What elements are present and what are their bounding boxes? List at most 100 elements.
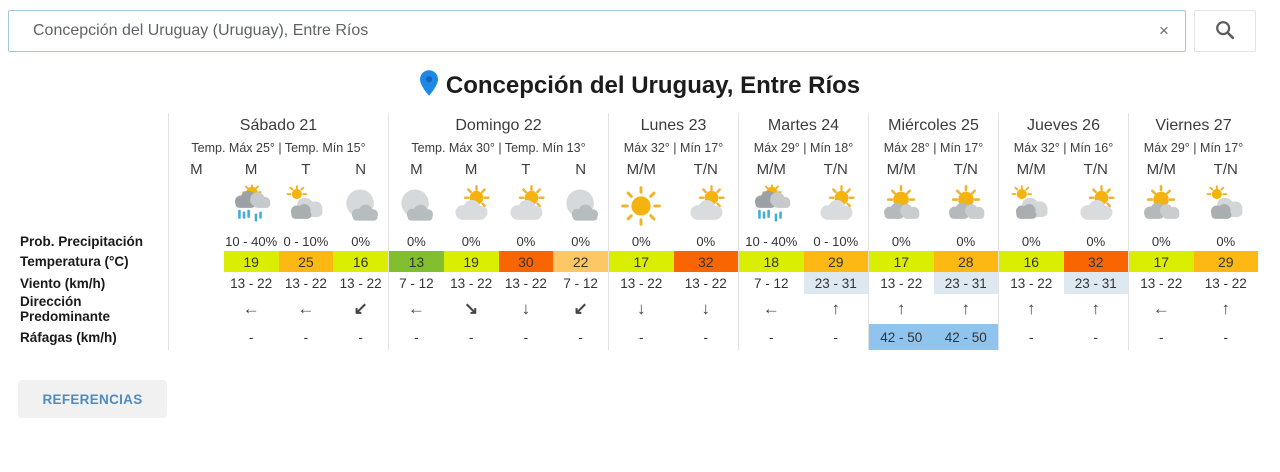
gusts-value: 42 - 50 bbox=[933, 324, 998, 350]
wind-value: 23 - 31 bbox=[803, 272, 868, 294]
day-max-min: Máx 28° | Mín 17° bbox=[883, 141, 984, 155]
search-bar: × bbox=[0, 0, 1280, 52]
slot-letter: T/N bbox=[823, 160, 848, 178]
temperature-row: 19 25 16 bbox=[169, 251, 388, 272]
weather-icons-row bbox=[609, 181, 738, 231]
mostly-cloudy-sun-icon bbox=[279, 181, 334, 231]
gusts-value: - bbox=[1093, 329, 1099, 345]
slot-letter: M bbox=[190, 160, 203, 178]
gusts-row: -- bbox=[1129, 324, 1258, 350]
search-button[interactable] bbox=[1194, 10, 1256, 52]
temperature-row: 13 19 30 22 bbox=[389, 251, 608, 272]
temp-value: 29 bbox=[1193, 251, 1258, 272]
wind-row: 13 - 22 13 - 22 bbox=[1129, 272, 1258, 294]
sun-cloud-icon bbox=[444, 181, 499, 231]
gusts-row: -- bbox=[609, 324, 738, 350]
temp-value: 18 bbox=[739, 251, 804, 272]
temp-value: 17 bbox=[609, 251, 674, 272]
precip-value: 0% bbox=[406, 233, 426, 249]
wind-value: 7 - 12 bbox=[399, 275, 434, 291]
wind-row: 7 - 12 23 - 31 bbox=[739, 272, 868, 294]
day-name: Lunes 23 bbox=[640, 117, 707, 134]
row-label: Ráfagas (km/h) bbox=[20, 329, 117, 345]
search-input[interactable] bbox=[8, 10, 1186, 52]
wind-direction-row: ← ↑ bbox=[739, 294, 868, 324]
temperature-row: 17 32 bbox=[609, 251, 738, 272]
temp-value bbox=[169, 251, 224, 272]
gusts-value: - bbox=[703, 329, 709, 345]
weather-icons-row bbox=[999, 181, 1128, 231]
location-header: Concepción del Uruguay, Entre Ríos bbox=[0, 70, 1280, 101]
slot-letters-row: M/M T/N bbox=[739, 157, 868, 181]
location-pin-icon bbox=[419, 70, 438, 101]
slot-letter: M/M bbox=[886, 160, 916, 178]
slot-letter: M/M bbox=[1016, 160, 1046, 178]
wind-direction-arrow-icon: ↑ bbox=[897, 299, 906, 318]
gusts-row: -- bbox=[739, 324, 868, 350]
gusts-row: --- bbox=[169, 324, 388, 350]
precip-value: 0% bbox=[631, 233, 651, 249]
day-name: Viernes 27 bbox=[1155, 117, 1232, 134]
wind-row: 13 - 22 13 - 22 13 - 22 bbox=[169, 272, 388, 294]
wind-direction-row: ← ↑ bbox=[1129, 294, 1258, 324]
gusts-value: - bbox=[523, 329, 529, 345]
gusts-value: - bbox=[769, 329, 774, 345]
cloud-moon-icon bbox=[333, 181, 388, 231]
precip-value: 0% bbox=[516, 233, 536, 249]
wind-value: 13 - 22 bbox=[1140, 275, 1183, 291]
wind-direction-arrow-icon: ← bbox=[242, 299, 260, 318]
precip-value: 0% bbox=[696, 233, 716, 249]
weather-icons-row bbox=[739, 181, 868, 231]
cloud-moon-icon bbox=[553, 181, 608, 231]
sun-clouds-icon bbox=[1129, 181, 1194, 231]
wind-direction-row: ← ← ↙ bbox=[169, 294, 388, 324]
slot-letters-row: M/M T/N bbox=[869, 157, 998, 181]
gusts-value: 42 - 50 bbox=[869, 324, 934, 350]
day-column: Miércoles 25 Máx 28° | Mín 17° M/M T/N 0% 0%… bbox=[868, 113, 998, 350]
slot-letter: T/N bbox=[1083, 160, 1108, 178]
wind-value: 13 - 22 bbox=[1204, 275, 1247, 291]
temp-value: 30 bbox=[498, 251, 554, 272]
day-max-min: Temp. Máx 25° | Temp. Mín 15° bbox=[191, 141, 366, 155]
wind-direction-row: ↑ ↑ bbox=[869, 294, 998, 324]
slot-letter: T bbox=[521, 160, 531, 178]
day-column: Martes 24 Máx 29° | Mín 18° M/M T/N 10 - 40… bbox=[738, 113, 868, 350]
sun-clouds-icon bbox=[934, 181, 999, 231]
wind-value: 7 - 12 bbox=[753, 275, 789, 291]
precip-value: 0% bbox=[1216, 233, 1236, 249]
wind-direction-arrow-icon: ↓ bbox=[637, 299, 646, 318]
clear-icon[interactable]: × bbox=[1152, 10, 1176, 52]
gusts-value: - bbox=[578, 329, 583, 345]
empty-icon-cell bbox=[169, 181, 224, 231]
day-max-min: Máx 32° | Mín 17° bbox=[623, 141, 724, 155]
wind-direction-arrow-icon: ← bbox=[762, 299, 780, 318]
slot-letters-row: M/M T/N bbox=[1129, 157, 1258, 181]
slot-letter: M bbox=[410, 160, 423, 178]
wind-value: 13 - 22 bbox=[1010, 275, 1053, 291]
wind-value: 13 - 22 bbox=[450, 275, 493, 291]
precip-value: 0% bbox=[1021, 233, 1041, 249]
rain-sun-icon bbox=[739, 181, 804, 231]
slot-letter: N bbox=[355, 160, 367, 178]
precipitation-row: 0% 0% bbox=[869, 231, 998, 251]
day-max-min: Máx 32° | Mín 16° bbox=[1013, 141, 1114, 155]
wind-value: 13 - 22 bbox=[880, 275, 923, 291]
day-name: Domingo 22 bbox=[455, 117, 542, 134]
forecast-days: Sábado 21 Temp. Máx 25° | Temp. Mín 15° M M… bbox=[168, 113, 1258, 350]
sun-clouds-icon bbox=[869, 181, 934, 231]
references-button[interactable]: REFERENCIAS bbox=[18, 380, 167, 418]
wind-value: 13 - 22 bbox=[504, 275, 547, 291]
weather-icons-row bbox=[1129, 181, 1258, 231]
gusts-value: - bbox=[1029, 329, 1034, 345]
weather-icons-row bbox=[169, 181, 388, 231]
gusts-value: - bbox=[303, 329, 309, 345]
slot-letter: T/N bbox=[1213, 160, 1238, 178]
wind-direction-row: ↑ ↑ bbox=[999, 294, 1128, 324]
search-box: × bbox=[8, 10, 1186, 52]
day-name: Martes 24 bbox=[767, 117, 840, 134]
gusts-value: - bbox=[414, 329, 419, 345]
wind-value: 13 - 22 bbox=[284, 275, 327, 291]
precip-value: 10 - 40% bbox=[225, 233, 278, 249]
temperature-row: 17 28 bbox=[869, 251, 998, 272]
